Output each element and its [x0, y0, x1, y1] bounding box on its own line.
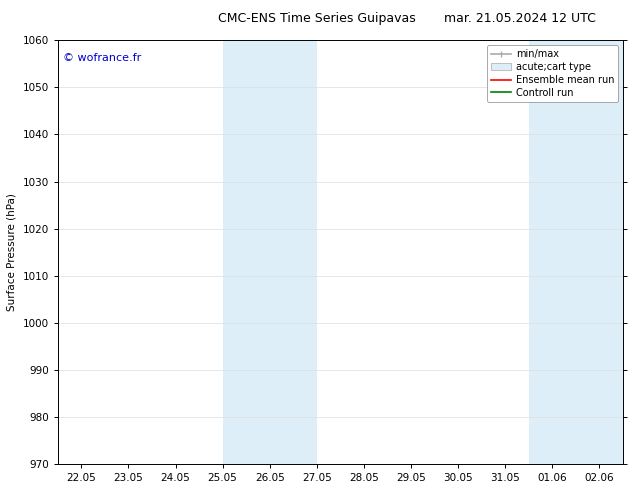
Y-axis label: Surface Pressure (hPa): Surface Pressure (hPa) — [7, 193, 17, 311]
Text: CMC-ENS Time Series Guipavas: CMC-ENS Time Series Guipavas — [218, 12, 416, 25]
Text: © wofrance.fr: © wofrance.fr — [63, 53, 141, 63]
Text: mar. 21.05.2024 12 UTC: mar. 21.05.2024 12 UTC — [444, 12, 596, 25]
Legend: min/max, acute;cart type, Ensemble mean run, Controll run: min/max, acute;cart type, Ensemble mean … — [488, 45, 618, 102]
Bar — [223, 40, 317, 464]
Bar — [529, 40, 623, 464]
